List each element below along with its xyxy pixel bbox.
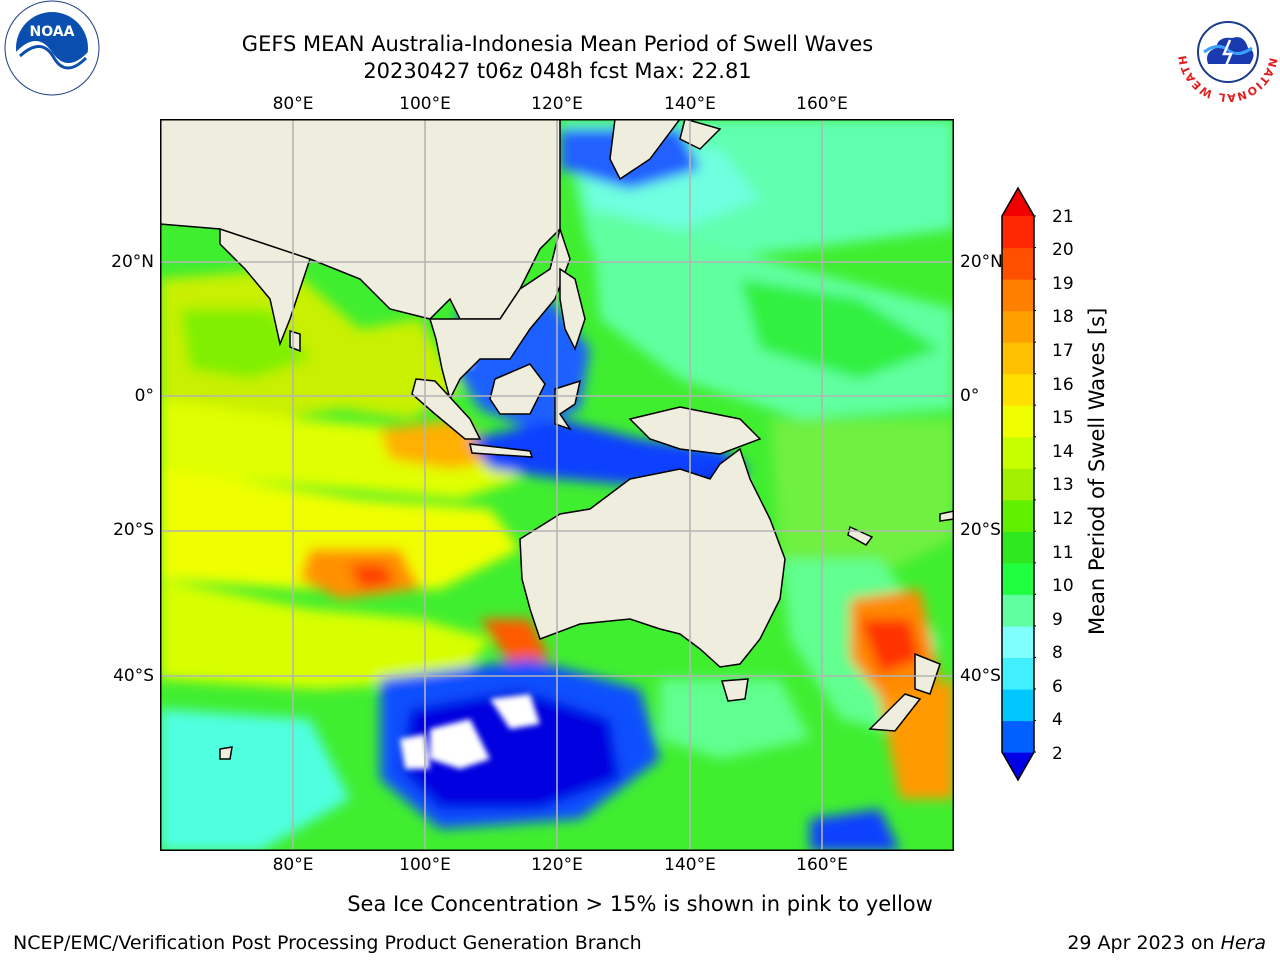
footer-credit: NCEP/EMC/Verification Post Processing Pr… <box>13 932 642 954</box>
footer-date-text: 29 Apr 2023 on <box>1067 932 1221 954</box>
colorbar-graphic <box>1001 186 1036 782</box>
colorbar-tick-8: 8 <box>1052 643 1063 663</box>
noaa-logo-text: NOAA <box>30 24 75 40</box>
colorbar-tick-6: 6 <box>1052 677 1063 697</box>
colorbar-tick-21: 21 <box>1052 207 1074 227</box>
colorbar-segment <box>1002 531 1034 564</box>
swell-period-map <box>160 119 954 851</box>
colorbar-segment <box>1002 562 1034 595</box>
lat-label-right-4: 40°S <box>960 666 1001 686</box>
colorbar-tick-14: 14 <box>1052 442 1074 462</box>
colorbar-segment <box>1002 279 1034 312</box>
colorbar-segment <box>1002 499 1034 532</box>
colorbar-segment <box>1002 657 1034 690</box>
colorbar-tick-12: 12 <box>1052 509 1074 529</box>
lon-label-bottom-1: 80°E <box>272 855 314 875</box>
colorbar-tick-13: 13 <box>1052 475 1074 495</box>
colorbar-ticks: 21 20 19 18 17 16 15 14 13 12 11 10 9 8 … <box>1040 0 1100 960</box>
lon-label-top-2: 100°E <box>399 94 451 114</box>
colorbar-segment <box>1002 688 1034 722</box>
lat-label-left-2: 0° <box>134 386 154 406</box>
lon-label-bottom-2: 100°E <box>399 855 451 875</box>
nws-logo: NATIONAL WEATHER SERVICE <box>1173 0 1278 104</box>
colorbar-segment <box>1002 247 1034 280</box>
colorbar-segment <box>1002 468 1034 501</box>
colorbar-tick-9: 9 <box>1052 610 1063 630</box>
lat-label-right-1: 20°N <box>960 252 1003 272</box>
colorbar-tick-11: 11 <box>1052 543 1074 563</box>
lon-label-bottom-4: 140°E <box>664 855 716 875</box>
colorbar-tick-15: 15 <box>1052 408 1074 428</box>
colorbar-segment <box>1002 594 1034 627</box>
colorbar-segment <box>1002 216 1034 249</box>
colorbar <box>1000 186 1036 784</box>
colorbar-segment <box>1002 436 1034 469</box>
colorbar-tick-19: 19 <box>1052 274 1074 294</box>
lat-label-left-1: 20°N <box>111 252 154 272</box>
colorbar-tick-20: 20 <box>1052 240 1074 260</box>
colorbar-tick-2: 2 <box>1052 744 1063 764</box>
colorbar-tick-17: 17 <box>1052 341 1074 361</box>
lat-label-left-3: 20°S <box>113 520 154 540</box>
chart-subtitle: 20230427 t06z 048h fcst Max: 22.81 <box>363 59 752 83</box>
colorbar-segment <box>1002 342 1034 375</box>
noaa-logo: NOAA <box>2 0 102 100</box>
lon-label-top-1: 80°E <box>272 94 314 114</box>
lat-label-right-2: 0° <box>960 386 980 406</box>
colorbar-tick-4: 4 <box>1052 710 1063 730</box>
colorbar-tick-18: 18 <box>1052 307 1074 327</box>
colorbar-tick-10: 10 <box>1052 576 1074 596</box>
colorbar-segment <box>1002 373 1034 406</box>
lat-label-right-3: 20°S <box>960 520 1001 540</box>
lon-label-bottom-5: 160°E <box>796 855 848 875</box>
colorbar-segment <box>1002 405 1034 438</box>
lat-label-left-4: 40°S <box>113 666 154 686</box>
footer-date: 29 Apr 2023 on Hera <box>1067 932 1266 954</box>
colorbar-extend-high <box>1002 188 1034 216</box>
colorbar-label: Mean Period of Swell Waves [s] <box>1085 307 1109 635</box>
colorbar-segment <box>1002 625 1034 659</box>
colorbar-segment <box>1002 720 1034 753</box>
footer-machine: Hera <box>1220 932 1266 954</box>
lon-label-top-5: 160°E <box>796 94 848 114</box>
lon-label-top-4: 140°E <box>664 94 716 114</box>
colorbar-extend-low <box>1002 752 1034 780</box>
sea-ice-note: Sea Ice Concentration > 15% is shown in … <box>347 892 933 916</box>
lon-label-top-3: 120°E <box>531 94 583 114</box>
chart-title: GEFS MEAN Australia-Indonesia Mean Perio… <box>241 32 874 56</box>
lon-label-bottom-3: 120°E <box>531 855 583 875</box>
map-panel <box>160 119 954 851</box>
colorbar-segment <box>1002 310 1034 343</box>
colorbar-tick-16: 16 <box>1052 375 1074 395</box>
